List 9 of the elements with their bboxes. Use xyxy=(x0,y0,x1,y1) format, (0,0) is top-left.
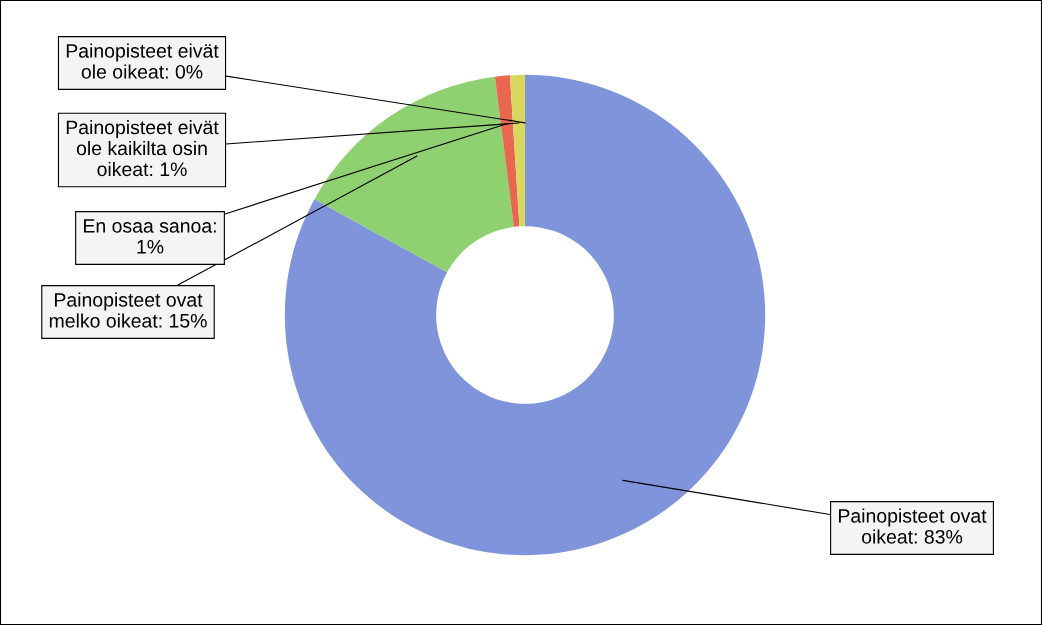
category-label: Painopisteet eivät ole oikeat: 0% xyxy=(66,43,219,79)
slice-label: Painopisteet ovat oikeat: 83% xyxy=(839,508,987,544)
donut-slice xyxy=(509,74,525,227)
slice-label: En osaa sanoa: 1% xyxy=(84,219,216,254)
donut-slice xyxy=(284,74,766,556)
slice-label: Painopisteet ovat melko oikeat: 15% xyxy=(49,292,207,328)
donut-slice xyxy=(314,76,514,273)
slice-label: Painopisteet eivät ole kaikilta osin oikeat: 1% xyxy=(66,119,219,177)
donut-slice xyxy=(494,75,520,227)
